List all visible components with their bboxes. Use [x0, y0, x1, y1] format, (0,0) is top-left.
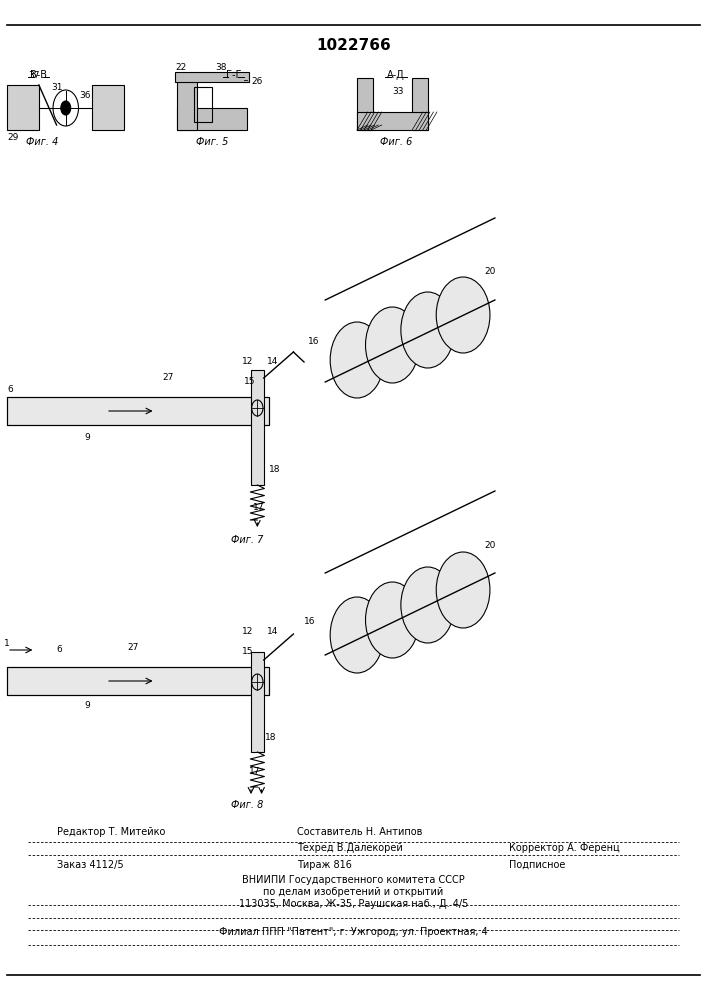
Bar — [194, 87, 212, 122]
Text: 16: 16 — [308, 338, 319, 347]
Circle shape — [436, 552, 490, 628]
Text: 27: 27 — [163, 373, 174, 382]
Text: 6: 6 — [7, 385, 13, 394]
Bar — [7, 667, 269, 695]
Text: Филиал ППП "Патент", г. Ужгород, ул. Проектная, 4: Филиал ППП "Патент", г. Ужгород, ул. Про… — [219, 927, 488, 937]
Circle shape — [366, 307, 419, 383]
Text: 12: 12 — [242, 628, 253, 637]
Text: 18: 18 — [269, 466, 280, 475]
Circle shape — [61, 101, 71, 115]
Text: Фиг. 4: Фиг. 4 — [26, 137, 59, 147]
Text: Техред В.Далекорей: Техред В.Далекорей — [297, 843, 403, 853]
Bar — [7, 397, 269, 425]
Bar — [177, 80, 197, 130]
Text: 26: 26 — [251, 78, 262, 87]
Text: 113035, Москва, Ж-35, Раушская наб., Д. 4/5: 113035, Москва, Ж-35, Раушская наб., Д. … — [239, 899, 468, 909]
Text: Фиг. 8: Фиг. 8 — [231, 800, 264, 810]
Circle shape — [330, 597, 384, 673]
Text: 14: 14 — [267, 358, 279, 366]
Text: 38: 38 — [216, 64, 227, 73]
Text: 12: 12 — [242, 358, 253, 366]
Text: 1: 1 — [4, 640, 9, 648]
Text: 27: 27 — [127, 643, 139, 652]
Text: Заказ 4112/5: Заказ 4112/5 — [57, 860, 123, 870]
Bar — [357, 112, 428, 130]
Text: Редактор Т. Митейко: Редактор Т. Митейко — [57, 827, 165, 837]
Polygon shape — [7, 85, 39, 130]
Bar — [251, 652, 264, 752]
Text: 22: 22 — [175, 64, 187, 73]
Text: 17: 17 — [249, 768, 260, 776]
Circle shape — [330, 322, 384, 398]
Text: 15: 15 — [242, 648, 253, 656]
Text: 20: 20 — [484, 540, 496, 550]
Text: 14: 14 — [267, 628, 279, 637]
Text: А-Д: А-Д — [387, 70, 405, 80]
Circle shape — [401, 292, 455, 368]
Text: 9: 9 — [85, 434, 90, 442]
Text: 31: 31 — [51, 83, 62, 92]
Text: Фиг. 6: Фиг. 6 — [380, 137, 412, 147]
Bar — [251, 370, 264, 485]
Circle shape — [436, 277, 490, 353]
Bar — [7, 667, 269, 695]
Circle shape — [366, 582, 419, 658]
Text: 29: 29 — [7, 133, 18, 142]
Text: 37: 37 — [28, 70, 40, 80]
Text: Корректор А. Ференц: Корректор А. Ференц — [509, 843, 620, 853]
Text: ВНИИПИ Государственного комитета СССР: ВНИИПИ Государственного комитета СССР — [242, 875, 465, 885]
Text: 33: 33 — [392, 88, 404, 97]
Bar — [357, 78, 373, 130]
Text: Подписное: Подписное — [509, 860, 566, 870]
Text: 36: 36 — [79, 91, 90, 100]
Text: 16: 16 — [304, 617, 315, 626]
Text: Тираж 816: Тираж 816 — [297, 860, 352, 870]
Text: 6: 6 — [57, 646, 62, 654]
Circle shape — [401, 567, 455, 643]
Text: Фиг. 5: Фиг. 5 — [196, 137, 228, 147]
Text: 15: 15 — [244, 377, 255, 386]
Text: 9: 9 — [85, 700, 90, 710]
Bar — [412, 78, 428, 130]
Bar — [7, 397, 269, 425]
Text: 20: 20 — [484, 267, 496, 276]
Text: 18: 18 — [265, 734, 276, 742]
Text: 1022766: 1022766 — [316, 37, 391, 52]
Bar — [175, 72, 249, 82]
Text: Фиг. 7: Фиг. 7 — [231, 535, 264, 545]
Bar — [177, 108, 247, 130]
Text: по делам изобретений и открытий: по делам изобретений и открытий — [264, 887, 443, 897]
Text: 17: 17 — [253, 502, 264, 512]
Text: В-В: В-В — [30, 70, 47, 80]
Text: Г-Г: Г-Г — [226, 70, 241, 80]
Text: Составитель Н. Антипов: Составитель Н. Антипов — [297, 827, 422, 837]
Polygon shape — [92, 85, 124, 130]
